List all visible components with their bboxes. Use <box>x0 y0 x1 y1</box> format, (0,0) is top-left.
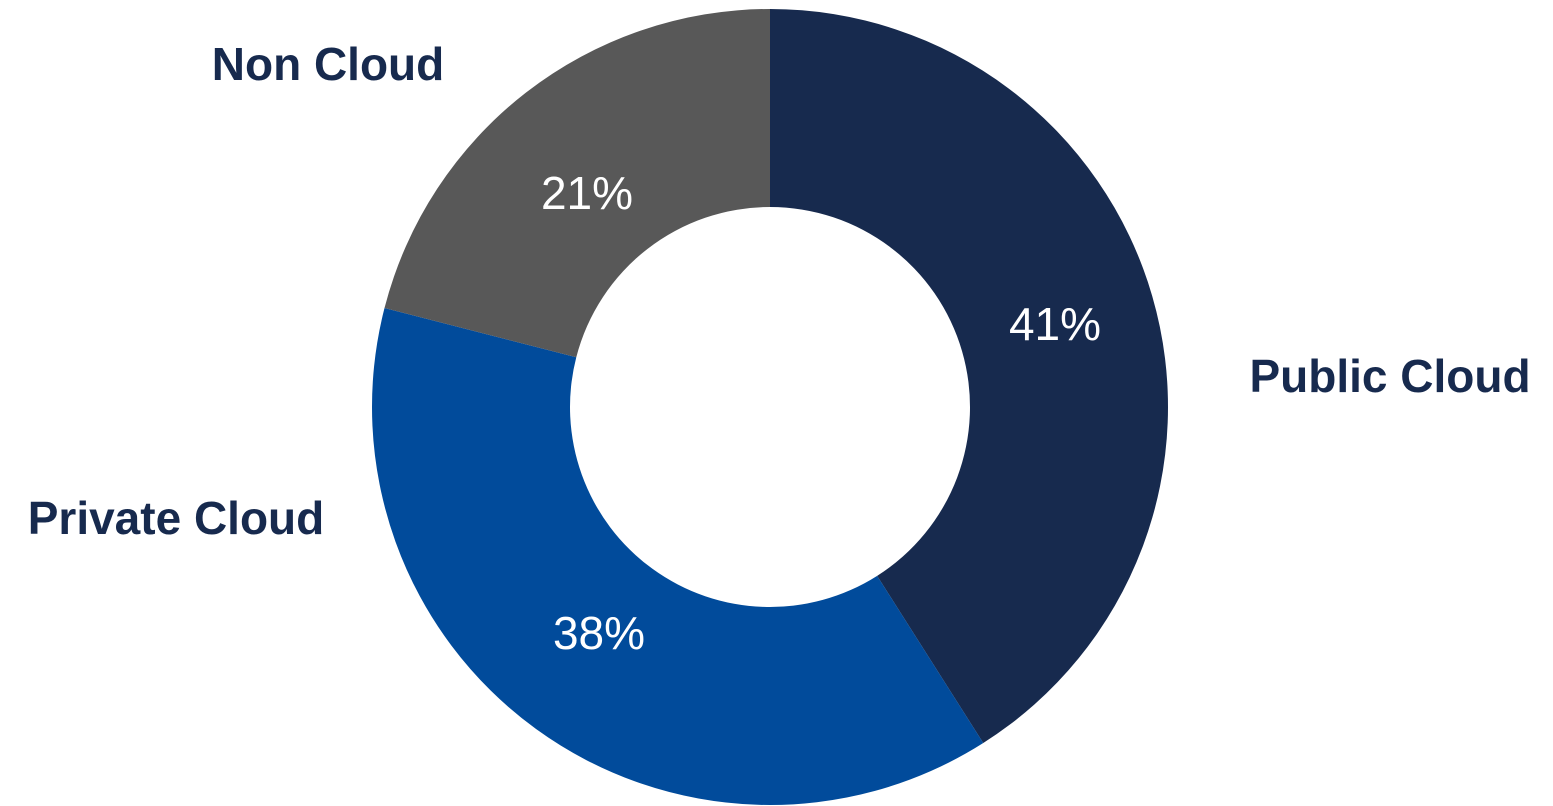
slice-private-cloud <box>371 308 984 806</box>
slice-category-label-private-cloud: Private Cloud <box>28 492 325 544</box>
slice-value-label-non-cloud: 21% <box>541 167 633 219</box>
slice-non-cloud <box>384 9 770 358</box>
slice-public-cloud <box>770 9 1168 744</box>
slice-category-label-non-cloud: Non Cloud <box>212 38 445 90</box>
slices <box>371 9 1168 806</box>
slice-value-label-public-cloud: 41% <box>1009 298 1101 350</box>
slice-value-label-private-cloud: 38% <box>553 607 645 659</box>
slice-category-label-public-cloud: Public Cloud <box>1249 350 1530 402</box>
